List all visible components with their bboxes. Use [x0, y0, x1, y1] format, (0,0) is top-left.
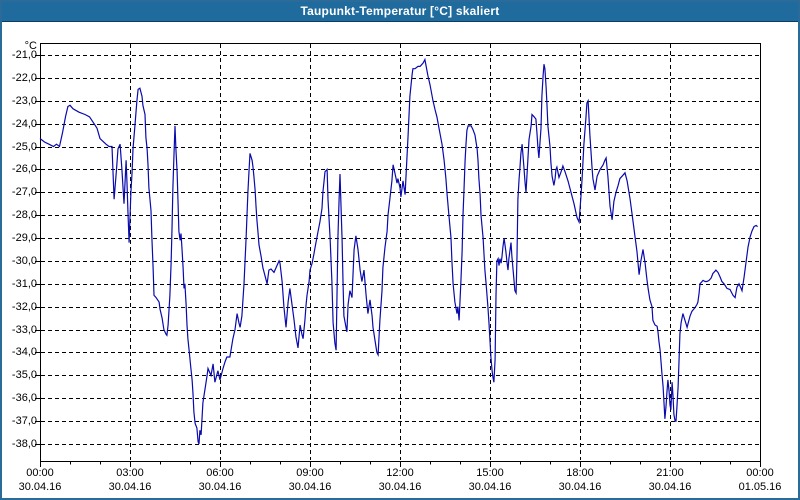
y-axis-tick-label: -32,0 — [11, 300, 37, 313]
plot-frame — [40, 43, 761, 462]
x-axis-time-label: 21:00 — [656, 467, 684, 479]
chart-area: °C -21,0 -22,0 -23,0 -24,0 -25,0 -26,0 -27,0 -28… — [2, 23, 798, 498]
x-axis-time-label: 15:00 — [476, 467, 504, 479]
x-axis-time-label: 00:00 — [26, 467, 54, 479]
x-axis-date-label: 30.04.16 — [378, 481, 422, 493]
y-axis-tick-label: -34,0 — [11, 346, 37, 359]
chart-canvas — [35, 43, 761, 467]
x-axis-date-label: 30.04.16 — [108, 481, 152, 493]
x-axis-time-label: 03:00 — [116, 467, 144, 479]
x-axis-date-label: 30.04.16 — [198, 481, 242, 493]
y-axis-tick-label: -38,0 — [11, 438, 37, 450]
x-axis-time-label: 18:00 — [566, 467, 594, 479]
y-axis-tick-label: -31,0 — [11, 277, 37, 290]
y-axis-tick-label: -26,0 — [11, 163, 37, 176]
y-axis-tick-label: -23,0 — [11, 94, 37, 107]
y-axis-tick-label: -37,0 — [11, 415, 37, 428]
y-axis-tick-label: -33,0 — [11, 323, 37, 336]
y-axis-tick-label: -25,0 — [11, 140, 37, 153]
x-axis-time-label: 12:00 — [386, 467, 414, 479]
window-titlebar: Taupunkt-Temperatur [°C] skaliert — [2, 2, 798, 22]
y-axis-tick-label: -36,0 — [11, 392, 37, 405]
y-axis-tick-label: -28,0 — [11, 209, 37, 222]
x-axis-date-label: 01.05.16 — [738, 481, 782, 493]
x-axis-date-label: 30.04.16 — [18, 481, 62, 493]
y-axis-tick-label: -22,0 — [11, 71, 37, 84]
y-axis-tick-label: -30,0 — [11, 254, 37, 267]
y-axis-tick-label: -27,0 — [11, 186, 37, 199]
x-axis-date-label: 30.04.16 — [558, 481, 602, 493]
y-axis-tick-label: -21,0 — [11, 49, 37, 61]
x-axis-time-label: 06:00 — [206, 467, 234, 479]
y-axis-unit-label: °C — [24, 40, 37, 52]
x-axis-date-label: 30.04.16 — [468, 481, 512, 493]
x-axis-time-label: 09:00 — [296, 467, 324, 479]
x-axis-time-label: 00:00 — [746, 467, 774, 479]
window-title: Taupunkt-Temperatur [°C] skaliert — [300, 4, 500, 18]
y-axis-tick-label: -24,0 — [11, 117, 37, 130]
y-axis-tick-label: -29,0 — [11, 232, 37, 245]
temperature-line — [39, 57, 758, 445]
x-axis-date-label: 30.04.16 — [288, 481, 332, 493]
y-axis-tick-label: -35,0 — [11, 369, 37, 382]
x-axis-date-label: 30.04.16 — [648, 481, 692, 493]
